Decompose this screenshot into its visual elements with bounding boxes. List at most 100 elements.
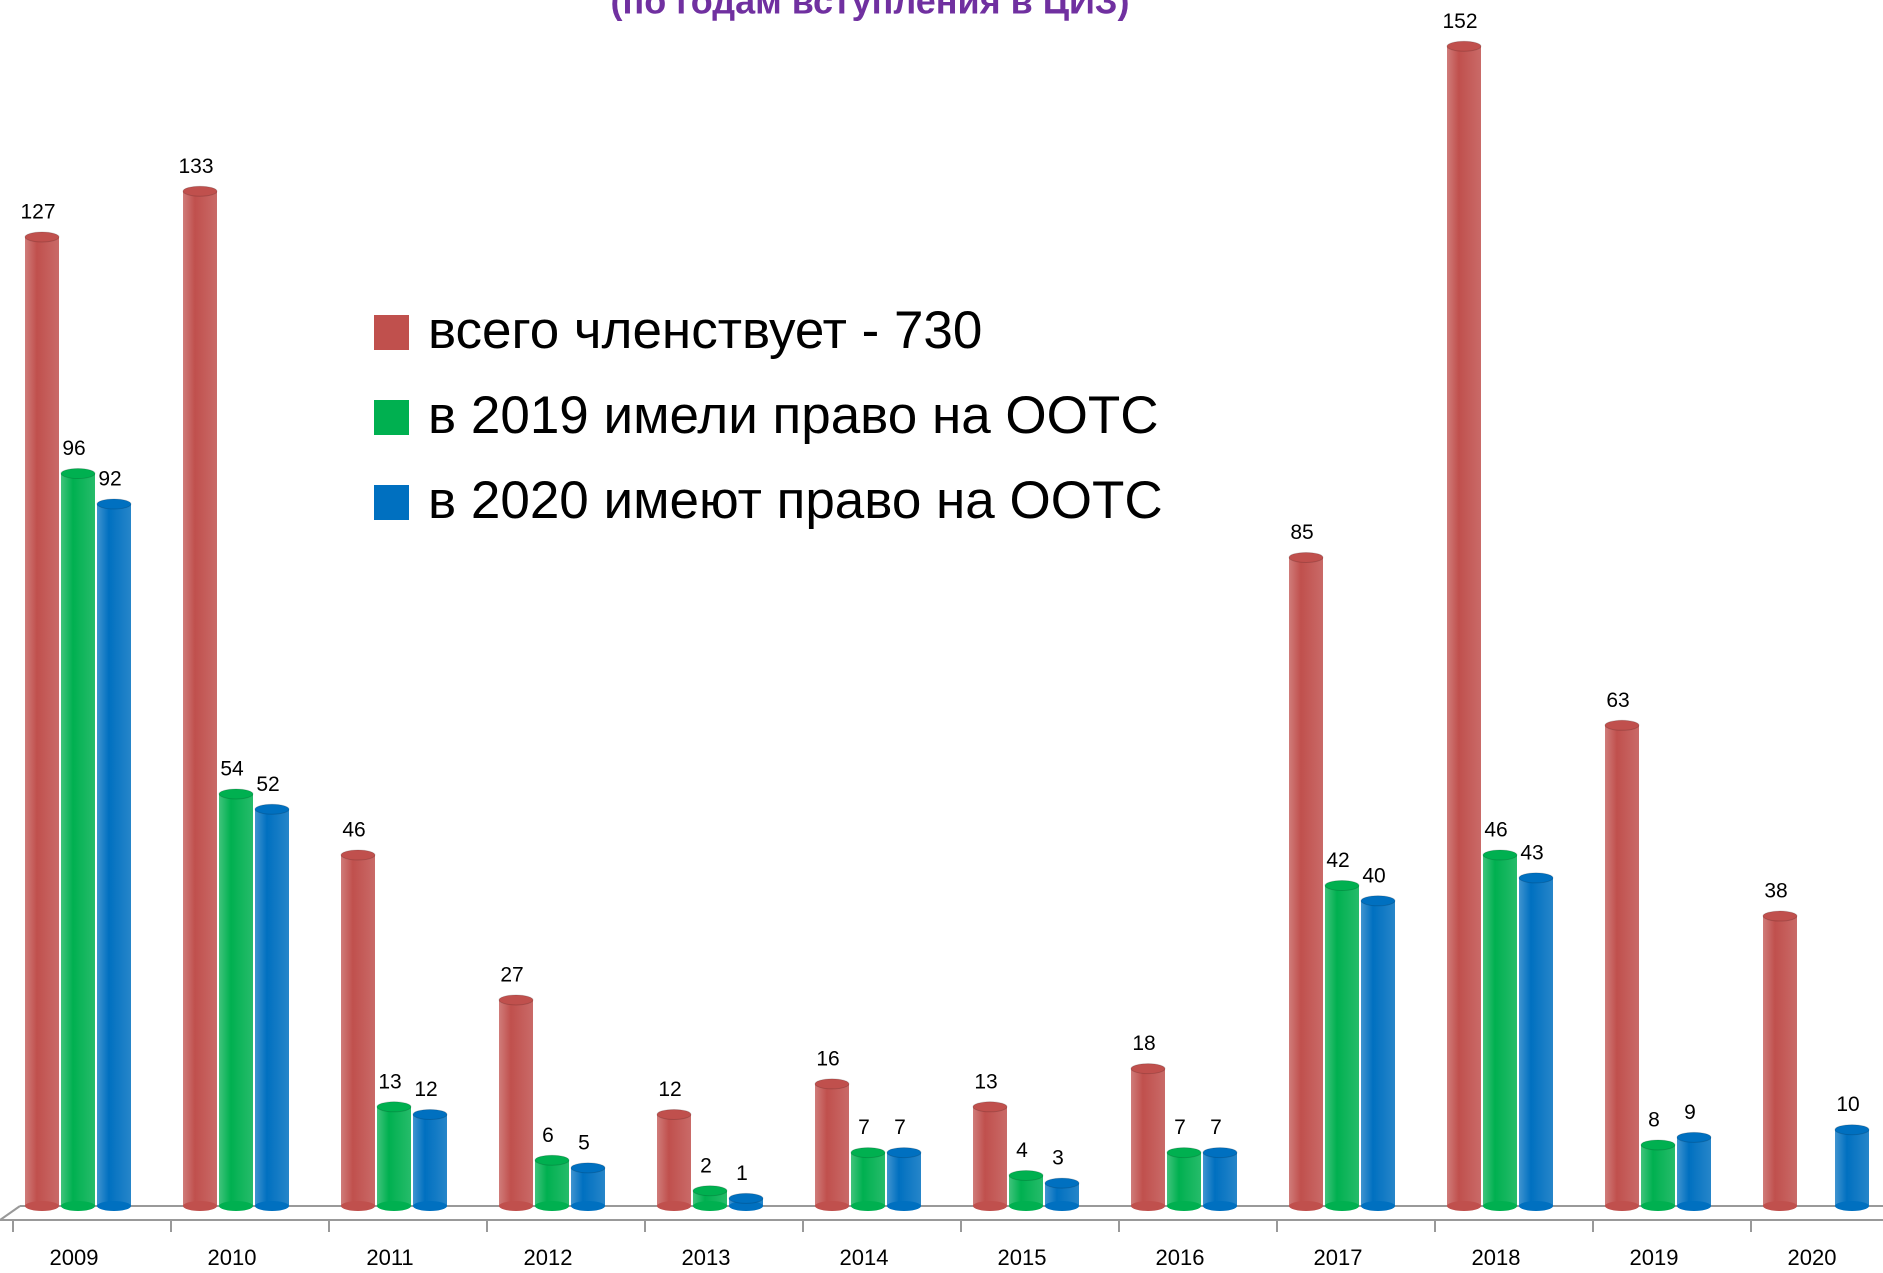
bar-top (24, 231, 60, 243)
bar (1289, 557, 1323, 1206)
bar-top (814, 1078, 850, 1090)
bar-bottom (413, 1201, 447, 1211)
bar (1605, 725, 1639, 1206)
bar (1009, 1175, 1043, 1206)
bar-bottom (1131, 1201, 1165, 1211)
bar-bottom (377, 1201, 411, 1211)
legend-label: всего членствует - 730 (428, 301, 982, 360)
bar (1677, 1137, 1711, 1206)
bar-top (570, 1162, 606, 1174)
value-label: 96 (62, 437, 85, 460)
bar-top (534, 1154, 570, 1166)
bar-top (218, 788, 254, 800)
legend-swatch (374, 400, 409, 435)
bar-bottom (1009, 1201, 1043, 1211)
bar-bottom (1763, 1201, 1797, 1211)
bar-top (1446, 40, 1482, 52)
x-tick-label: 2011 (366, 1245, 413, 1270)
bar (25, 236, 59, 1207)
value-label: 38 (1764, 880, 1787, 903)
x-tick-label: 2013 (682, 1245, 731, 1270)
bar-top (972, 1101, 1008, 1113)
bar (1519, 877, 1553, 1206)
bar-bottom (1641, 1201, 1675, 1211)
bar-top (1834, 1124, 1870, 1136)
bar-bottom (1835, 1201, 1869, 1211)
value-label: 3 (1052, 1147, 1064, 1170)
bar (973, 1106, 1007, 1206)
bar (1763, 916, 1797, 1206)
value-label: 85 (1290, 521, 1313, 544)
bar-bottom (1519, 1201, 1553, 1211)
value-label: 5 (578, 1131, 590, 1154)
bar-bottom (815, 1201, 849, 1211)
bar (1203, 1152, 1237, 1206)
bar-bottom (219, 1201, 253, 1211)
value-label: 40 (1362, 864, 1385, 887)
bar (219, 793, 253, 1206)
value-label: 7 (858, 1116, 870, 1139)
x-tick-label: 2018 (1472, 1245, 1521, 1270)
legend-label: в 2020 имеют право на ООТС (428, 471, 1163, 530)
bar-top (498, 994, 534, 1006)
value-label: 12 (658, 1078, 681, 1101)
bar (1483, 855, 1517, 1206)
bar-bottom (1045, 1201, 1079, 1211)
bar-top (60, 468, 96, 480)
x-tick-label: 2020 (1788, 1245, 1837, 1270)
x-tick-label: 2015 (998, 1245, 1047, 1270)
bar-top (850, 1147, 886, 1159)
value-label: 13 (974, 1070, 997, 1093)
bar (657, 1114, 691, 1206)
bar-top (1762, 910, 1798, 922)
bar (1447, 46, 1481, 1207)
bar-top (1008, 1169, 1044, 1181)
bar-top (728, 1192, 764, 1204)
x-tick-label: 2014 (840, 1245, 889, 1270)
bar-top (1288, 551, 1324, 563)
value-label: 54 (220, 758, 244, 781)
value-label: 10 (1836, 1093, 1859, 1116)
bar-top (1044, 1177, 1080, 1189)
bar-bottom (657, 1201, 691, 1211)
x-tick-label: 2010 (208, 1245, 257, 1270)
bar (1361, 900, 1395, 1206)
bar-top (376, 1101, 412, 1113)
value-label: 8 (1648, 1109, 1660, 1132)
bar (887, 1152, 921, 1206)
legend-swatch (374, 315, 409, 350)
x-tick-label: 2019 (1630, 1245, 1679, 1270)
bar (1835, 1129, 1869, 1206)
bar (377, 1106, 411, 1206)
bar (183, 191, 217, 1206)
bar (535, 1160, 569, 1206)
value-label: 46 (342, 819, 365, 842)
bar (1045, 1183, 1079, 1206)
bar (571, 1167, 605, 1206)
bar-top (1676, 1131, 1712, 1143)
bar-top (1640, 1139, 1676, 1151)
bar-bottom (1167, 1201, 1201, 1211)
x-tick-label: 2009 (50, 1245, 99, 1270)
x-tick-label: 2016 (1156, 1245, 1205, 1270)
bar-top (1202, 1147, 1238, 1159)
value-label: 18 (1132, 1032, 1155, 1055)
bar-top (412, 1108, 448, 1120)
bar-bottom (571, 1201, 605, 1211)
value-label: 6 (542, 1124, 554, 1147)
bar-bottom (341, 1201, 375, 1211)
bar-bottom (693, 1201, 727, 1211)
bar-top (182, 185, 218, 197)
bar-top (1166, 1147, 1202, 1159)
bar-top (1360, 895, 1396, 907)
value-label: 133 (178, 155, 213, 178)
value-label: 16 (816, 1047, 839, 1070)
value-label: 92 (98, 468, 121, 491)
bar (851, 1152, 885, 1206)
bar-bottom (1361, 1201, 1395, 1211)
bar (341, 855, 375, 1206)
value-label: 9 (1684, 1101, 1696, 1124)
value-label: 2 (700, 1154, 712, 1177)
